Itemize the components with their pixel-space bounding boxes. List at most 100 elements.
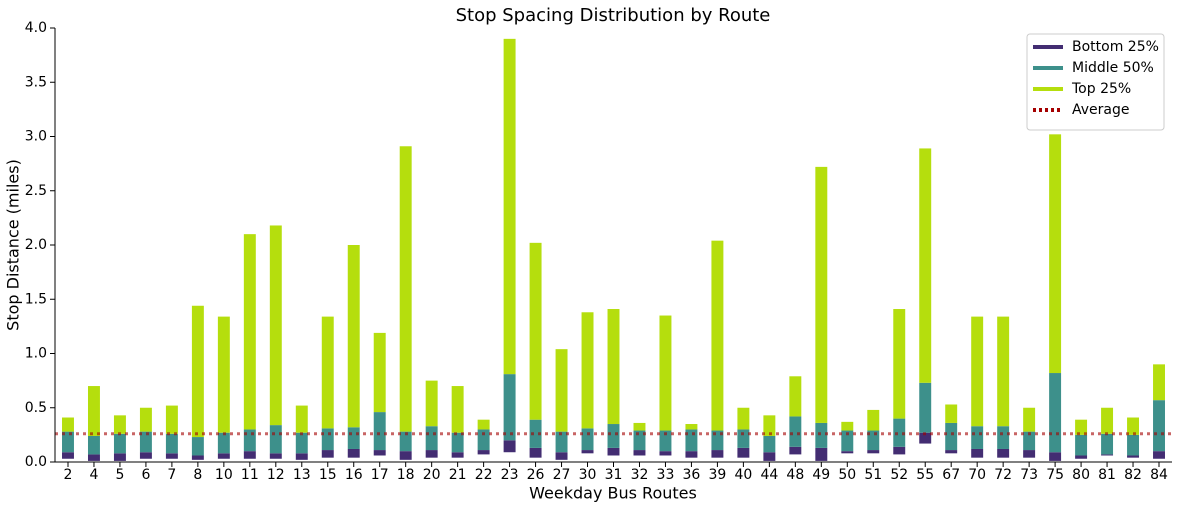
bar-segment	[607, 447, 620, 456]
bar-segment	[399, 146, 412, 432]
bar-segment	[1153, 400, 1165, 452]
bar-segment	[1153, 364, 1165, 401]
bar-segment	[685, 429, 698, 452]
bar-segment	[425, 426, 438, 451]
x-tick-label: 36	[683, 467, 701, 483]
bar-segment	[451, 452, 464, 458]
bar-segment	[1075, 455, 1088, 459]
bar-segment	[1075, 434, 1088, 456]
bar-segment	[1049, 452, 1062, 461]
bar-segment	[945, 404, 958, 423]
bar-segment	[841, 421, 854, 431]
x-tick-label: 31	[605, 467, 623, 483]
bar-segment	[347, 245, 360, 428]
x-tick-label: 67	[942, 467, 960, 483]
bar-segment	[1101, 454, 1114, 456]
legend-label: Middle 50%	[1072, 60, 1154, 76]
bar-segment	[139, 407, 152, 432]
bar-segment	[295, 405, 308, 433]
bar-segment	[87, 386, 100, 436]
bar-segment	[1153, 451, 1165, 459]
bar-segment	[1101, 407, 1114, 434]
bar-segment	[763, 415, 776, 436]
bar-segment	[737, 429, 750, 448]
x-axis-label: Weekday Bus Routes	[529, 484, 697, 503]
x-tick-label: 44	[760, 467, 778, 483]
bar-segment	[243, 451, 256, 459]
bar-segment	[503, 374, 516, 441]
x-tick-label: 84	[1150, 467, 1168, 483]
bar-segment	[529, 419, 542, 448]
x-tick-label: 2	[64, 467, 73, 483]
bar-segment	[685, 424, 698, 430]
bar-segment	[659, 315, 672, 431]
bar-segment	[659, 430, 672, 452]
bar-segment	[893, 446, 906, 455]
bar-segment	[815, 422, 828, 448]
bar-segment	[763, 435, 776, 453]
bar-segment	[503, 38, 516, 375]
bar-segment	[1101, 433, 1114, 455]
bar-segment	[217, 432, 230, 454]
bar-segment	[269, 453, 282, 459]
legend-label: Bottom 25%	[1072, 39, 1159, 55]
x-tick-label: 10	[215, 467, 233, 483]
bar-segment	[815, 166, 828, 423]
bar-segment	[451, 386, 464, 433]
x-tick-label: 33	[657, 467, 675, 483]
x-tick-label: 82	[1124, 467, 1142, 483]
bar-segment	[269, 425, 282, 454]
x-tick-label: 39	[708, 467, 726, 483]
bar-segment	[945, 422, 958, 451]
x-tick-label: 27	[553, 467, 571, 483]
bar-segment	[581, 450, 594, 454]
y-tick-label: 0.0	[25, 454, 47, 470]
x-tick-label: 30	[579, 467, 597, 483]
bar-segment	[893, 418, 906, 447]
x-tick-label: 6	[141, 467, 150, 483]
bar-segment	[893, 309, 906, 419]
bar-segment	[1127, 417, 1140, 435]
bar-segment	[399, 431, 412, 452]
bar-segment	[841, 430, 854, 452]
bar-segment	[919, 432, 932, 444]
bar-segment	[867, 409, 880, 431]
bar-segment	[997, 316, 1010, 427]
y-tick-label: 3.5	[25, 74, 47, 90]
y-tick-label: 1.0	[25, 346, 47, 362]
x-tick-label: 81	[1098, 467, 1116, 483]
bar-segment	[789, 376, 802, 417]
x-tick-label: 49	[812, 467, 830, 483]
x-tick-label: 12	[267, 467, 285, 483]
bar-segment	[373, 332, 386, 413]
x-tick-label: 52	[890, 467, 908, 483]
bar-segment	[477, 419, 490, 430]
bar-segment	[997, 448, 1010, 458]
x-tick-label: 4	[90, 467, 99, 483]
bar-segment	[87, 435, 100, 455]
x-tick-label: 21	[449, 467, 467, 483]
bar-segment	[1049, 373, 1062, 453]
bar-segment	[997, 426, 1010, 449]
y-tick-label: 2.5	[25, 183, 47, 199]
bar-segment	[815, 447, 828, 461]
bar-segment	[139, 431, 152, 453]
bar-segment	[633, 450, 646, 456]
bar-segment	[919, 382, 932, 433]
bar-segment	[1075, 419, 1088, 435]
legend-box	[1026, 33, 1165, 131]
bar-segment	[919, 148, 932, 383]
bar-segment	[555, 349, 568, 432]
y-tick-label: 0.5	[25, 400, 47, 416]
bar-segment	[581, 428, 594, 451]
bar-segment	[607, 424, 620, 448]
bar-segment	[711, 450, 724, 458]
bar-segment	[711, 430, 724, 451]
bar-segment	[477, 429, 490, 451]
x-tick-label: 17	[371, 467, 389, 483]
bar-segment	[737, 447, 750, 458]
bar-segment	[607, 309, 620, 425]
bar-segment	[867, 450, 880, 454]
x-tick-label: 32	[631, 467, 649, 483]
bar-segment	[971, 448, 984, 458]
